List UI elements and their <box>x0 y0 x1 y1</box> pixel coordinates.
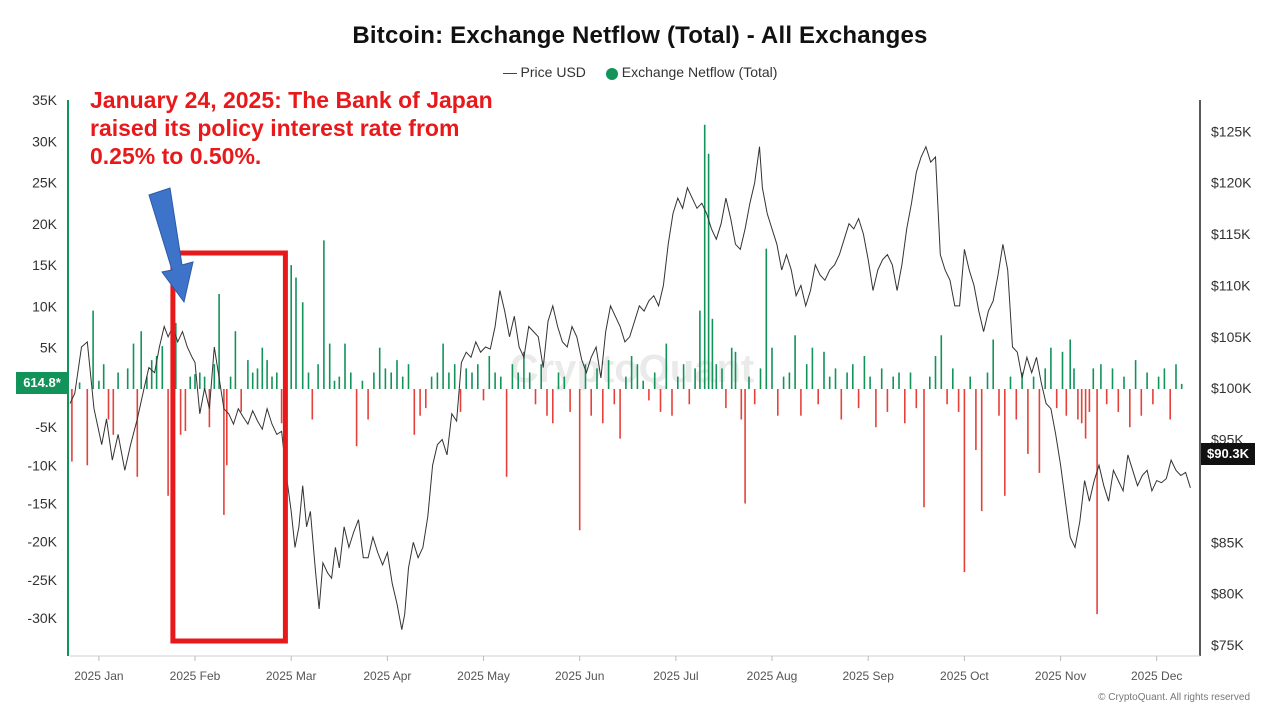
price-line <box>69 145 1191 630</box>
x-tick-label: 2025 Jun <box>555 669 604 683</box>
x-tick-label: 2025 Sep <box>843 669 895 683</box>
y-left-tick-label: 30K <box>32 133 58 149</box>
y-right-tick-label: $110K <box>1211 277 1251 293</box>
y-right-tick-label: $75K <box>1211 637 1244 653</box>
y-left-tick-label: -5K <box>35 419 57 435</box>
y-left-tick-label: 15K <box>32 257 58 273</box>
legend: Price USD Exchange Netflow (Total) <box>0 63 1280 80</box>
chart-title: Bitcoin: Exchange Netflow (Total) - All … <box>352 22 928 49</box>
y-right-tick-label: $80K <box>1211 586 1244 602</box>
legend-item-price[interactable]: Price USD <box>502 64 586 81</box>
y-right-tick-label: $125K <box>1211 123 1252 139</box>
legend-item-netflow[interactable]: Exchange Netflow (Total) <box>605 64 778 81</box>
highlight-box <box>170 250 288 644</box>
x-tick-label: 2025 Jan <box>74 669 123 683</box>
y-left-tick-label: 5K <box>40 340 58 356</box>
annotation-text: January 24, 2025: The Bank of Japan rais… <box>90 87 493 169</box>
x-tick-label: 2025 Oct <box>940 669 989 683</box>
legend-label-netflow: Exchange Netflow (Total) <box>621 64 778 81</box>
x-tick-label: 2025 Jul <box>653 669 698 683</box>
legend-label-price: Price USD <box>520 64 586 81</box>
current-netflow-label: 614.8* <box>16 372 68 394</box>
copyright: © CryptoQuant. All rights reserved <box>1098 692 1250 703</box>
y-right-tick-label: $105K <box>1211 329 1252 345</box>
y-left-tick-label: -25K <box>27 572 57 588</box>
y-right-tick-label: $85K <box>1211 534 1244 550</box>
x-tick-label: 2025 Aug <box>747 669 798 683</box>
y-left-tick-label: -10K <box>27 457 57 473</box>
x-tick-label: 2025 Feb <box>170 669 221 683</box>
y-left-tick-label: 25K <box>32 175 58 191</box>
x-tick-label: 2025 May <box>457 669 510 683</box>
highlight-layer <box>148 187 288 644</box>
axes: 35K 30K 25K 20K 15K 10K 5K -5K -10K -15K -20K -25K -… <box>27 92 1252 683</box>
price-line-layer <box>69 145 1191 630</box>
y-left-tick-label: -30K <box>27 610 57 626</box>
y-right-tick-label: $115K <box>1211 226 1251 242</box>
y-left-tick-label: -20K <box>27 534 57 550</box>
x-tick-label: 2025 Mar <box>266 669 317 683</box>
y-right-tick-label: $120K <box>1211 175 1252 191</box>
y-left-tick-label: 35K <box>32 92 58 108</box>
x-tick-label: 2025 Dec <box>1131 669 1182 683</box>
netflow-bars <box>71 124 1183 615</box>
current-price-label: $90.3K <box>1201 443 1255 465</box>
x-tick-label: 2025 Nov <box>1035 669 1086 683</box>
y-left-tick-label: -15K <box>27 496 57 512</box>
x-tick-label: 2025 Apr <box>363 669 411 683</box>
y-left-tick-label: 10K <box>32 298 58 314</box>
legend-swatch-netflow <box>605 67 618 80</box>
annotation-arrow <box>148 187 194 304</box>
y-left-tick-label: 20K <box>32 216 58 232</box>
y-right-tick-label: $100K <box>1211 380 1252 396</box>
legend-swatch-price <box>502 73 517 75</box>
